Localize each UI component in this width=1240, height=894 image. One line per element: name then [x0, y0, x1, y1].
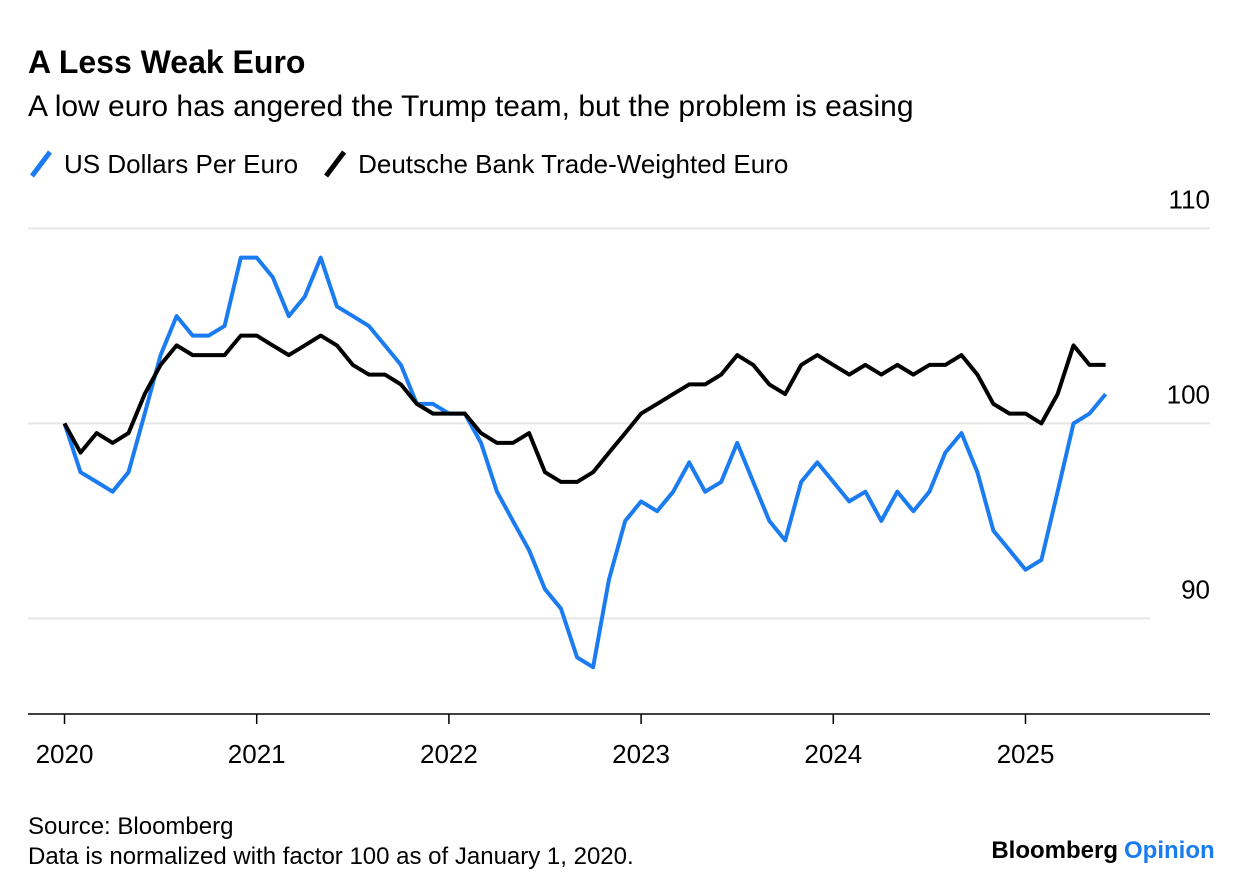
line-series — [62, 255, 1108, 670]
x-tick-label: 2023 — [612, 739, 670, 769]
x-tick-label: 2025 — [997, 739, 1055, 769]
x-tick-label: 2021 — [228, 739, 286, 769]
legend-swatch — [324, 150, 347, 178]
legend-swatch — [30, 150, 52, 178]
chart-title: A Less Weak Euro — [28, 44, 305, 80]
source: Source: Bloomberg — [28, 813, 233, 840]
chart-subtitle: A low euro has angered the Trump team, b… — [28, 90, 914, 123]
line-series — [62, 333, 1106, 484]
legend-label: Deutsche Bank Trade-Weighted Euro — [358, 149, 788, 179]
x-tick-label: 2020 — [36, 739, 94, 769]
y-tick-label: 110 — [1169, 184, 1210, 214]
y-tick-label: 100 — [1167, 379, 1210, 409]
note: Data is normalized with factor 100 as of… — [28, 843, 634, 870]
x-tick-label: 2022 — [420, 739, 478, 769]
legend-label: US Dollars Per Euro — [64, 149, 298, 179]
y-tick-label: 90 — [1181, 574, 1210, 604]
brand-suffix: Opinion — [1124, 837, 1215, 864]
brand: Bloomberg — [991, 837, 1118, 864]
x-tick-label: 2024 — [804, 739, 862, 769]
